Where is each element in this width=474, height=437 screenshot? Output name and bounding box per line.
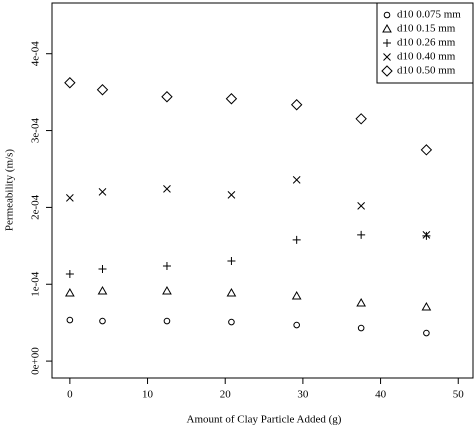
legend-label: d10 0.075 mm <box>397 9 461 21</box>
legend-marker <box>382 23 392 33</box>
legend-label: d10 0.26 mm <box>397 37 456 49</box>
x-tick-label: 10 <box>142 389 154 401</box>
legend-label: d10 0.15 mm <box>397 23 456 35</box>
x-tick-label: 40 <box>375 389 387 401</box>
x-tick-label: 50 <box>453 389 465 401</box>
point <box>163 317 171 325</box>
point <box>66 194 74 202</box>
legend-marker <box>383 53 391 61</box>
x-tick-label: 30 <box>297 389 309 401</box>
point <box>98 188 107 196</box>
plot-frame <box>51 2 474 379</box>
point <box>291 290 302 300</box>
y-tick-label: 3e-04 <box>30 118 42 144</box>
point <box>227 256 236 265</box>
point <box>421 301 432 311</box>
y-tick-label: 1e-04 <box>30 271 42 297</box>
point <box>227 191 236 199</box>
y-tick-label: 4e-04 <box>30 41 42 67</box>
point <box>292 176 301 184</box>
point <box>163 185 171 193</box>
point <box>65 288 75 297</box>
point <box>64 77 76 89</box>
y-tick-label: 0e+00 <box>30 347 42 375</box>
point <box>290 99 303 111</box>
legend-marker <box>383 39 391 47</box>
point <box>161 91 173 103</box>
point <box>357 324 365 332</box>
point <box>423 329 430 337</box>
point <box>228 318 235 326</box>
point <box>96 84 109 96</box>
point <box>162 286 172 295</box>
point <box>65 269 74 278</box>
point <box>292 235 301 244</box>
point <box>355 113 367 125</box>
legend-marker <box>383 11 391 19</box>
point <box>422 231 431 239</box>
legend-box <box>376 2 474 84</box>
point <box>97 286 108 295</box>
point <box>226 288 237 297</box>
point <box>356 297 367 307</box>
point <box>293 321 300 329</box>
point <box>66 316 74 324</box>
point <box>162 261 171 270</box>
y-tick-label: 2e-04 <box>30 194 42 220</box>
legend-label: d10 0.40 mm <box>397 51 456 63</box>
x-tick-label: 20 <box>220 389 232 401</box>
point <box>357 230 366 239</box>
y-axis-label: Permeability (m/s) <box>4 149 16 232</box>
point <box>422 231 431 240</box>
point <box>225 93 238 105</box>
point <box>420 144 433 156</box>
point <box>99 317 106 325</box>
legend-marker <box>381 65 393 77</box>
x-axis-label: Amount of Clay Particle Added (g) <box>187 414 342 426</box>
legend-label: d10 0.50 mm <box>397 65 456 77</box>
x-tick-label: 0 <box>67 389 73 401</box>
point <box>98 264 107 273</box>
point <box>357 202 366 210</box>
